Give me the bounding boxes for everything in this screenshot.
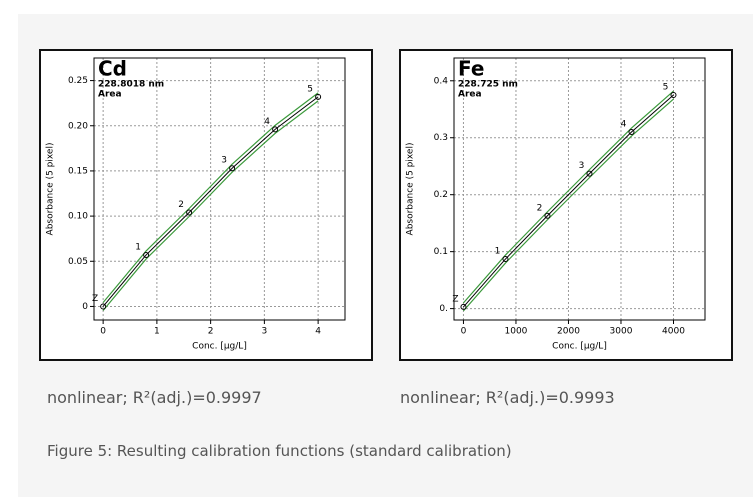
y-axis-label: Absorbance (5 pixel) — [406, 143, 416, 236]
x-tick-label: 0 — [461, 327, 467, 337]
data-point — [544, 212, 551, 219]
x-tick-label: 0 — [100, 327, 106, 337]
fit-line — [463, 94, 674, 308]
y-tick-label: 0.15 — [68, 166, 88, 176]
chart-title: Fe — [458, 57, 484, 81]
y-tick-label: 0.2 — [434, 190, 448, 200]
caption: nonlinear; R²(adj.)=0.9993 — [400, 388, 615, 407]
point-label: Z — [452, 294, 458, 304]
point-label: Z — [92, 294, 98, 304]
point-label: 1 — [135, 242, 141, 252]
point-label: 4 — [264, 117, 270, 127]
point-label: 3 — [221, 156, 227, 166]
data-point — [502, 256, 509, 263]
x-axis-label: Conc. [µg/L] — [552, 342, 607, 352]
x-tick-label: 4000 — [662, 327, 685, 337]
chart-title: Cd — [98, 57, 127, 81]
data-point — [670, 92, 677, 99]
point-label: 3 — [579, 161, 585, 171]
data-point — [460, 303, 467, 310]
point-label: 2 — [537, 203, 543, 213]
point-label: 1 — [495, 247, 501, 257]
data-point — [315, 93, 322, 100]
point-label: 4 — [621, 120, 627, 130]
x-tick-label: 2000 — [557, 327, 580, 337]
y-tick-label: 0.20 — [68, 121, 88, 131]
data-point — [229, 165, 236, 172]
y-tick-label: 0 — [82, 302, 88, 312]
point-label: 5 — [663, 83, 669, 93]
annotation: Area — [98, 90, 122, 100]
annotation: Area — [458, 90, 482, 100]
x-tick-label: 3000 — [610, 327, 633, 337]
y-tick-label: 0.10 — [68, 212, 88, 222]
caption: nonlinear; R²(adj.)=0.9997 — [47, 388, 262, 407]
chart-subtitle: 228.725 nm — [458, 80, 518, 90]
y-tick-label: 0.4 — [434, 76, 449, 86]
confidence-band — [463, 98, 674, 312]
chart-frame — [399, 49, 733, 361]
fit-line — [102, 96, 319, 307]
confidence-band — [102, 92, 319, 303]
figure-caption: Figure 5: Resulting calibration function… — [47, 442, 512, 460]
point-label: 5 — [307, 84, 313, 94]
y-tick-label: 0. — [439, 304, 448, 314]
y-tick-label: 0.3 — [434, 133, 448, 143]
x-tick-label: 2 — [208, 327, 214, 337]
x-tick-label: 1 — [154, 327, 160, 337]
point-label: 2 — [178, 200, 184, 210]
x-tick-label: 4 — [315, 327, 321, 337]
data-point — [628, 129, 635, 136]
data-point — [186, 209, 193, 216]
plot-area — [453, 57, 706, 321]
chart-subtitle: 228.8018 nm — [98, 80, 164, 90]
data-point — [586, 170, 593, 177]
confidence-band — [463, 90, 674, 304]
plot-area — [93, 57, 346, 321]
x-tick-label: 3 — [262, 327, 268, 337]
data-point — [272, 126, 279, 133]
y-tick-label: 0.1 — [434, 247, 448, 257]
y-tick-label: 0.25 — [68, 76, 88, 86]
x-tick-label: 1000 — [505, 327, 528, 337]
confidence-band — [102, 100, 319, 311]
x-axis-label: Conc. [µg/L] — [192, 342, 247, 352]
y-axis-label: Absorbance (5 pixel) — [46, 143, 56, 236]
chart-frame — [39, 49, 373, 361]
data-point — [143, 251, 150, 258]
data-point — [100, 303, 107, 310]
y-tick-label: 0.05 — [68, 257, 88, 267]
